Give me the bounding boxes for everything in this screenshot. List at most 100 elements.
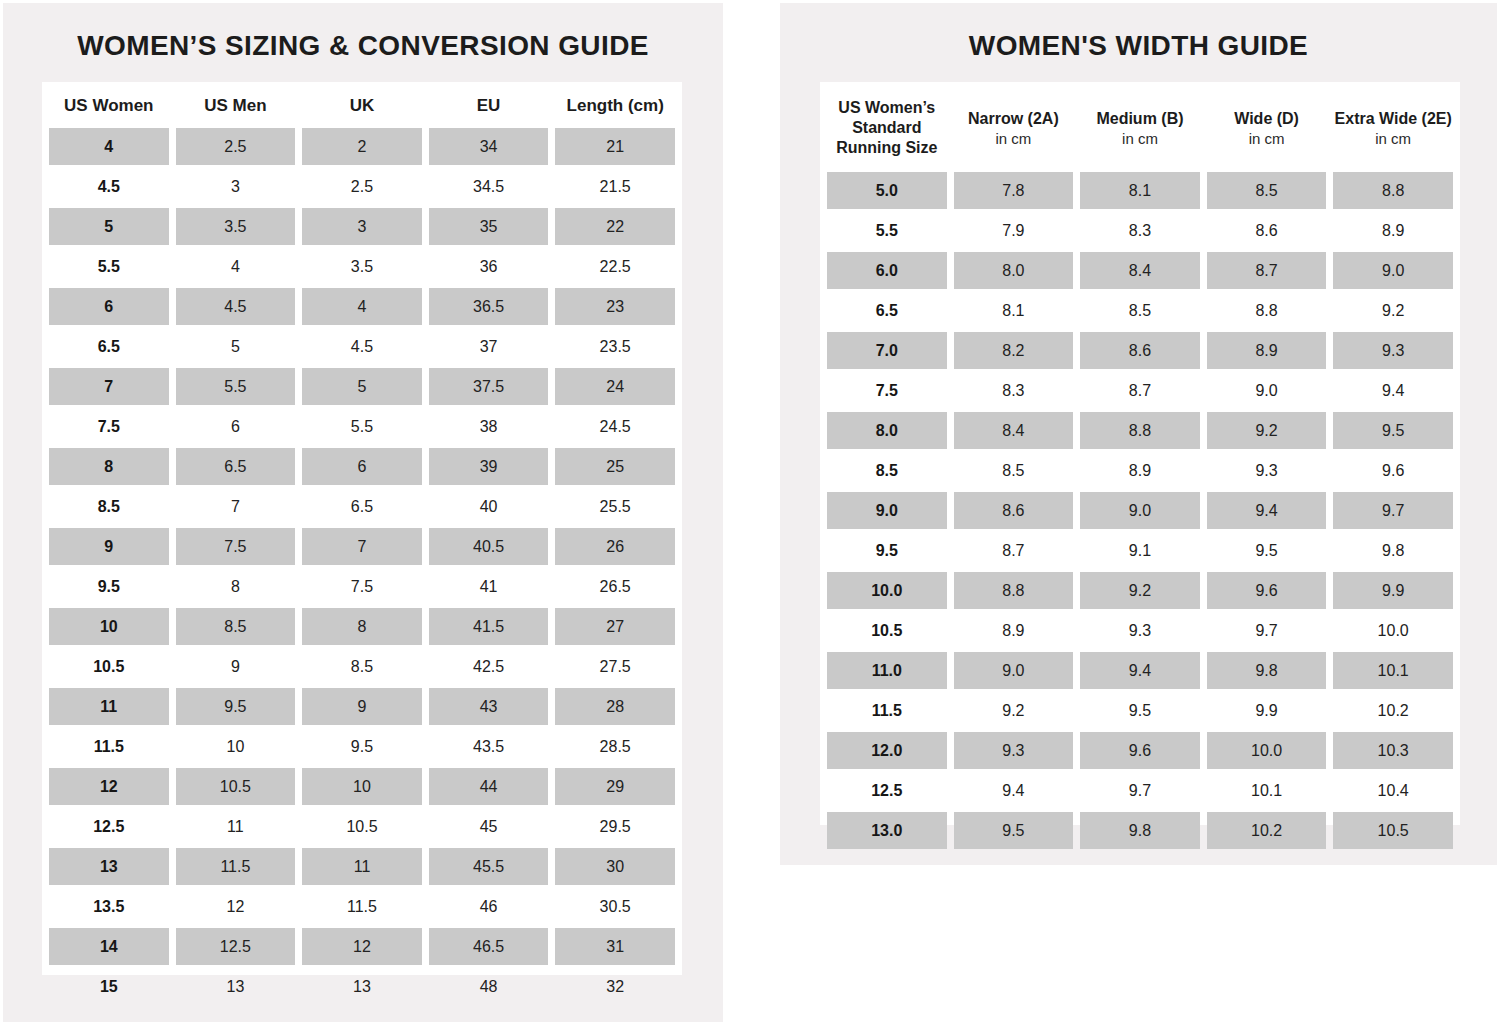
- column-header: US Men: [176, 85, 296, 125]
- table-cell: 25.5: [555, 488, 675, 525]
- table-cell: 9.5: [49, 568, 169, 605]
- table-cell: 11.0: [827, 652, 947, 689]
- table-cell: 10.0: [827, 572, 947, 609]
- table-cell: 10.5: [176, 768, 296, 805]
- table-cell: 9.7: [1207, 612, 1327, 649]
- table-cell: 44: [429, 768, 549, 805]
- table-cell: 6.5: [176, 448, 296, 485]
- width-guide-title: WOMEN'S WIDTH GUIDE: [780, 30, 1497, 62]
- table-cell: 13.0: [827, 812, 947, 849]
- table-cell: 8.4: [1080, 252, 1200, 289]
- table-cell: 6: [176, 408, 296, 445]
- table-row: 53.533522: [49, 208, 675, 245]
- table-cell: 5.5: [49, 248, 169, 285]
- table-cell: 36.5: [429, 288, 549, 325]
- table-row: 10.598.542.527.5: [49, 648, 675, 685]
- table-cell: 9.2: [1080, 572, 1200, 609]
- table-cell: 4: [49, 128, 169, 165]
- table-cell: 8.9: [1080, 452, 1200, 489]
- table-cell: 10.5: [1333, 812, 1453, 849]
- table-row: 6.58.18.58.89.2: [827, 292, 1453, 329]
- table-cell: 5.5: [176, 368, 296, 405]
- table-row: 64.5436.523: [49, 288, 675, 325]
- table-cell: 7.5: [302, 568, 422, 605]
- table-cell: 9.3: [954, 732, 1074, 769]
- table-cell: 6.5: [827, 292, 947, 329]
- table-cell: 10.0: [1207, 732, 1327, 769]
- table-cell: 9: [302, 688, 422, 725]
- table-cell: 23.5: [555, 328, 675, 365]
- table-cell: 8.5: [176, 608, 296, 645]
- table-cell: 6.0: [827, 252, 947, 289]
- table-cell: 3: [176, 168, 296, 205]
- table-cell: 9.4: [1207, 492, 1327, 529]
- table-cell: 30.5: [555, 888, 675, 925]
- table-row: 7.08.28.68.99.3: [827, 332, 1453, 369]
- table-cell: 8.9: [1207, 332, 1327, 369]
- table-row: 97.5740.526: [49, 528, 675, 565]
- table-cell: 7.5: [827, 372, 947, 409]
- table-row: 12.51110.54529.5: [49, 808, 675, 845]
- column-header: Wide (D)in cm: [1207, 85, 1327, 169]
- table-cell: 9.6: [1080, 732, 1200, 769]
- table-cell: 9.0: [1333, 252, 1453, 289]
- table-cell: 5: [302, 368, 422, 405]
- table-cell: 10.2: [1207, 812, 1327, 849]
- table-cell: 34: [429, 128, 549, 165]
- table-cell: 5.5: [827, 212, 947, 249]
- table-cell: 2.5: [176, 128, 296, 165]
- table-cell: 8.6: [954, 492, 1074, 529]
- table-cell: 10.5: [302, 808, 422, 845]
- table-cell: 8.9: [1333, 212, 1453, 249]
- table-cell: 4: [176, 248, 296, 285]
- table-cell: 9.3: [1207, 452, 1327, 489]
- table-cell: 8.7: [954, 532, 1074, 569]
- width-guide-card: US Women’s Standard Running SizeNarrow (…: [820, 82, 1460, 825]
- size-chart-canvas: WOMEN’S SIZING & CONVERSION GUIDE US Wom…: [0, 0, 1500, 1022]
- table-row: 13.51211.54630.5: [49, 888, 675, 925]
- table-row: 5.543.53622.5: [49, 248, 675, 285]
- table-cell: 9.6: [1207, 572, 1327, 609]
- table-cell: 9: [49, 528, 169, 565]
- table-cell: 10.0: [1333, 612, 1453, 649]
- table-cell: 10: [49, 608, 169, 645]
- table-cell: 21.5: [555, 168, 675, 205]
- table-row: 11.59.29.59.910.2: [827, 692, 1453, 729]
- table-cell: 8.0: [954, 252, 1074, 289]
- table-cell: 10.5: [49, 648, 169, 685]
- table-cell: 9.0: [1207, 372, 1327, 409]
- table-cell: 8.8: [1207, 292, 1327, 329]
- table-cell: 9.2: [954, 692, 1074, 729]
- table-cell: 12: [49, 768, 169, 805]
- table-cell: 35: [429, 208, 549, 245]
- table-cell: 27: [555, 608, 675, 645]
- table-cell: 7.8: [954, 172, 1074, 209]
- table-row: 12.09.39.610.010.3: [827, 732, 1453, 769]
- table-cell: 9.5: [1333, 412, 1453, 449]
- table-cell: 13: [49, 848, 169, 885]
- table-row: 5.57.98.38.68.9: [827, 212, 1453, 249]
- table-cell: 43: [429, 688, 549, 725]
- table-row: 7.58.38.79.09.4: [827, 372, 1453, 409]
- table-cell: 26: [555, 528, 675, 565]
- table-cell: 9.3: [1080, 612, 1200, 649]
- table-row: 75.5537.524: [49, 368, 675, 405]
- table-row: 5.07.88.18.58.8: [827, 172, 1453, 209]
- table-row: 11.09.09.49.810.1: [827, 652, 1453, 689]
- table-cell: 9.4: [954, 772, 1074, 809]
- table-cell: 15: [49, 968, 169, 1005]
- table-cell: 48: [429, 968, 549, 1005]
- table-row: 7.565.53824.5: [49, 408, 675, 445]
- table-cell: 9.1: [1080, 532, 1200, 569]
- table-cell: 8.5: [1080, 292, 1200, 329]
- width-guide-table: US Women’s Standard Running SizeNarrow (…: [820, 82, 1460, 852]
- table-cell: 8: [176, 568, 296, 605]
- table-cell: 9: [176, 648, 296, 685]
- table-cell: 4: [302, 288, 422, 325]
- table-cell: 8.9: [954, 612, 1074, 649]
- table-cell: 45: [429, 808, 549, 845]
- table-cell: 8.1: [1080, 172, 1200, 209]
- column-header: EU: [429, 85, 549, 125]
- table-cell: 13: [176, 968, 296, 1005]
- table-cell: 4.5: [176, 288, 296, 325]
